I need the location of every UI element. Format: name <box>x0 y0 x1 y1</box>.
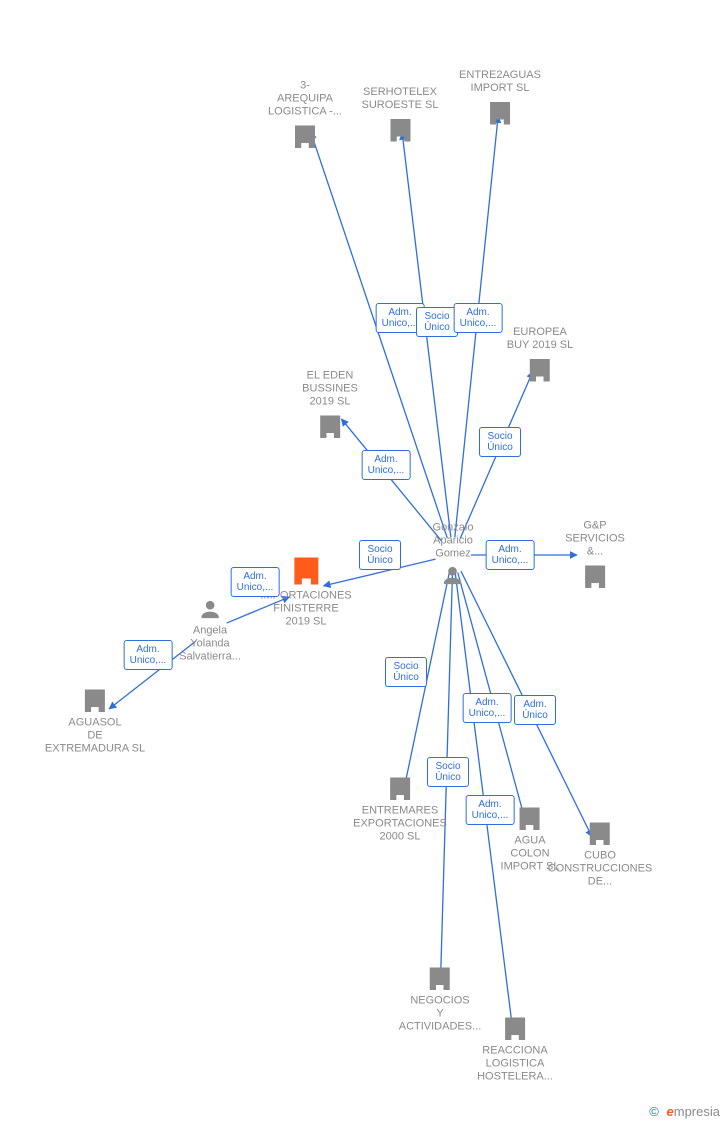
building-icon <box>580 561 610 591</box>
person-icon <box>440 563 466 589</box>
node-aguasol[interactable]: AGUASOL DE EXTREMADURA SL <box>45 685 145 756</box>
building-icon <box>585 818 615 848</box>
footer-credit: © empresia <box>649 1104 720 1119</box>
brand-rest: mpresia <box>674 1104 720 1119</box>
edge-label: Socio Único <box>359 540 401 570</box>
node-reacciona[interactable]: REACCIONA LOGISTICA HOSTELERA... <box>477 1013 553 1084</box>
person-icon <box>197 597 223 623</box>
building-icon <box>290 121 320 151</box>
diagram-canvas: 3- AREQUIPA LOGISTICA -... SERHOTELEX SU… <box>0 0 728 1125</box>
building-icon <box>315 411 345 441</box>
node-label: G&P SERVICIOS &... <box>565 520 625 559</box>
node-europea[interactable]: EUROPEA BUY 2019 SL <box>507 326 573 384</box>
building-icon <box>515 803 545 833</box>
edge-label: Adm. Unico,... <box>466 795 515 825</box>
node-arequipa[interactable]: 3- AREQUIPA LOGISTICA -... <box>268 80 342 151</box>
edge-label: Adm. Unico,... <box>463 693 512 723</box>
edge-label: Socio Único <box>385 657 427 687</box>
edge-label: Adm. Unico,... <box>486 540 535 570</box>
node-gonzalo[interactable]: Gonzalo Aparicio Gomez <box>433 522 474 589</box>
edge-label: Socio Único <box>416 307 458 337</box>
node-label: AGUASOL DE EXTREMADURA SL <box>45 717 145 756</box>
building-icon <box>385 114 415 144</box>
node-label: 3- AREQUIPA LOGISTICA -... <box>268 80 342 119</box>
edge-label: Adm. Unico,... <box>362 450 411 480</box>
edge-label: Socio Único <box>479 427 521 457</box>
node-gp[interactable]: G&P SERVICIOS &... <box>565 520 625 591</box>
node-label: EL EDEN BUSSINES 2019 SL <box>302 370 358 409</box>
node-label: NEGOCIOS Y ACTIVIDADES... <box>399 995 482 1034</box>
copyright-symbol: © <box>649 1104 659 1119</box>
edge-label: Adm. Único <box>514 695 556 725</box>
node-label: CUBO CONSTRUCCIONES DE... <box>548 850 653 889</box>
node-eledeN[interactable]: EL EDEN BUSSINES 2019 SL <box>302 370 358 441</box>
node-label: Angela Yolanda Salvatierra... <box>179 625 241 664</box>
node-negocios[interactable]: NEGOCIOS Y ACTIVIDADES... <box>399 963 482 1034</box>
edge-label: Adm. Unico,... <box>124 640 173 670</box>
edge-label: Socio Único <box>427 757 469 787</box>
node-label: ENTRE2AGUAS IMPORT SL <box>459 69 541 95</box>
building-icon <box>425 963 455 993</box>
building-icon <box>385 773 415 803</box>
node-label: Gonzalo Aparicio Gomez <box>433 522 474 561</box>
node-label: REACCIONA LOGISTICA HOSTELERA... <box>477 1045 553 1084</box>
node-serhotelex[interactable]: SERHOTELEX SUROESTE SL <box>361 86 438 144</box>
node-cubo[interactable]: CUBO CONSTRUCCIONES DE... <box>548 818 653 889</box>
building-icon <box>500 1013 530 1043</box>
building-icon <box>485 97 515 127</box>
edge-label: Adm. Unico,... <box>454 303 503 333</box>
building-icon <box>288 552 324 588</box>
building-icon <box>80 685 110 715</box>
edge-label: Adm. Unico,... <box>231 567 280 597</box>
node-angela[interactable]: Angela Yolanda Salvatierra... <box>179 597 241 664</box>
building-icon <box>525 354 555 384</box>
node-label: ENTREMARES EXPORTACIONES 2000 SL <box>353 805 447 844</box>
node-label: SERHOTELEX SUROESTE SL <box>361 86 438 112</box>
brand-e: e <box>667 1104 674 1119</box>
node-label: EUROPEA BUY 2019 SL <box>507 326 573 352</box>
node-entre2[interactable]: ENTRE2AGUAS IMPORT SL <box>459 69 541 127</box>
